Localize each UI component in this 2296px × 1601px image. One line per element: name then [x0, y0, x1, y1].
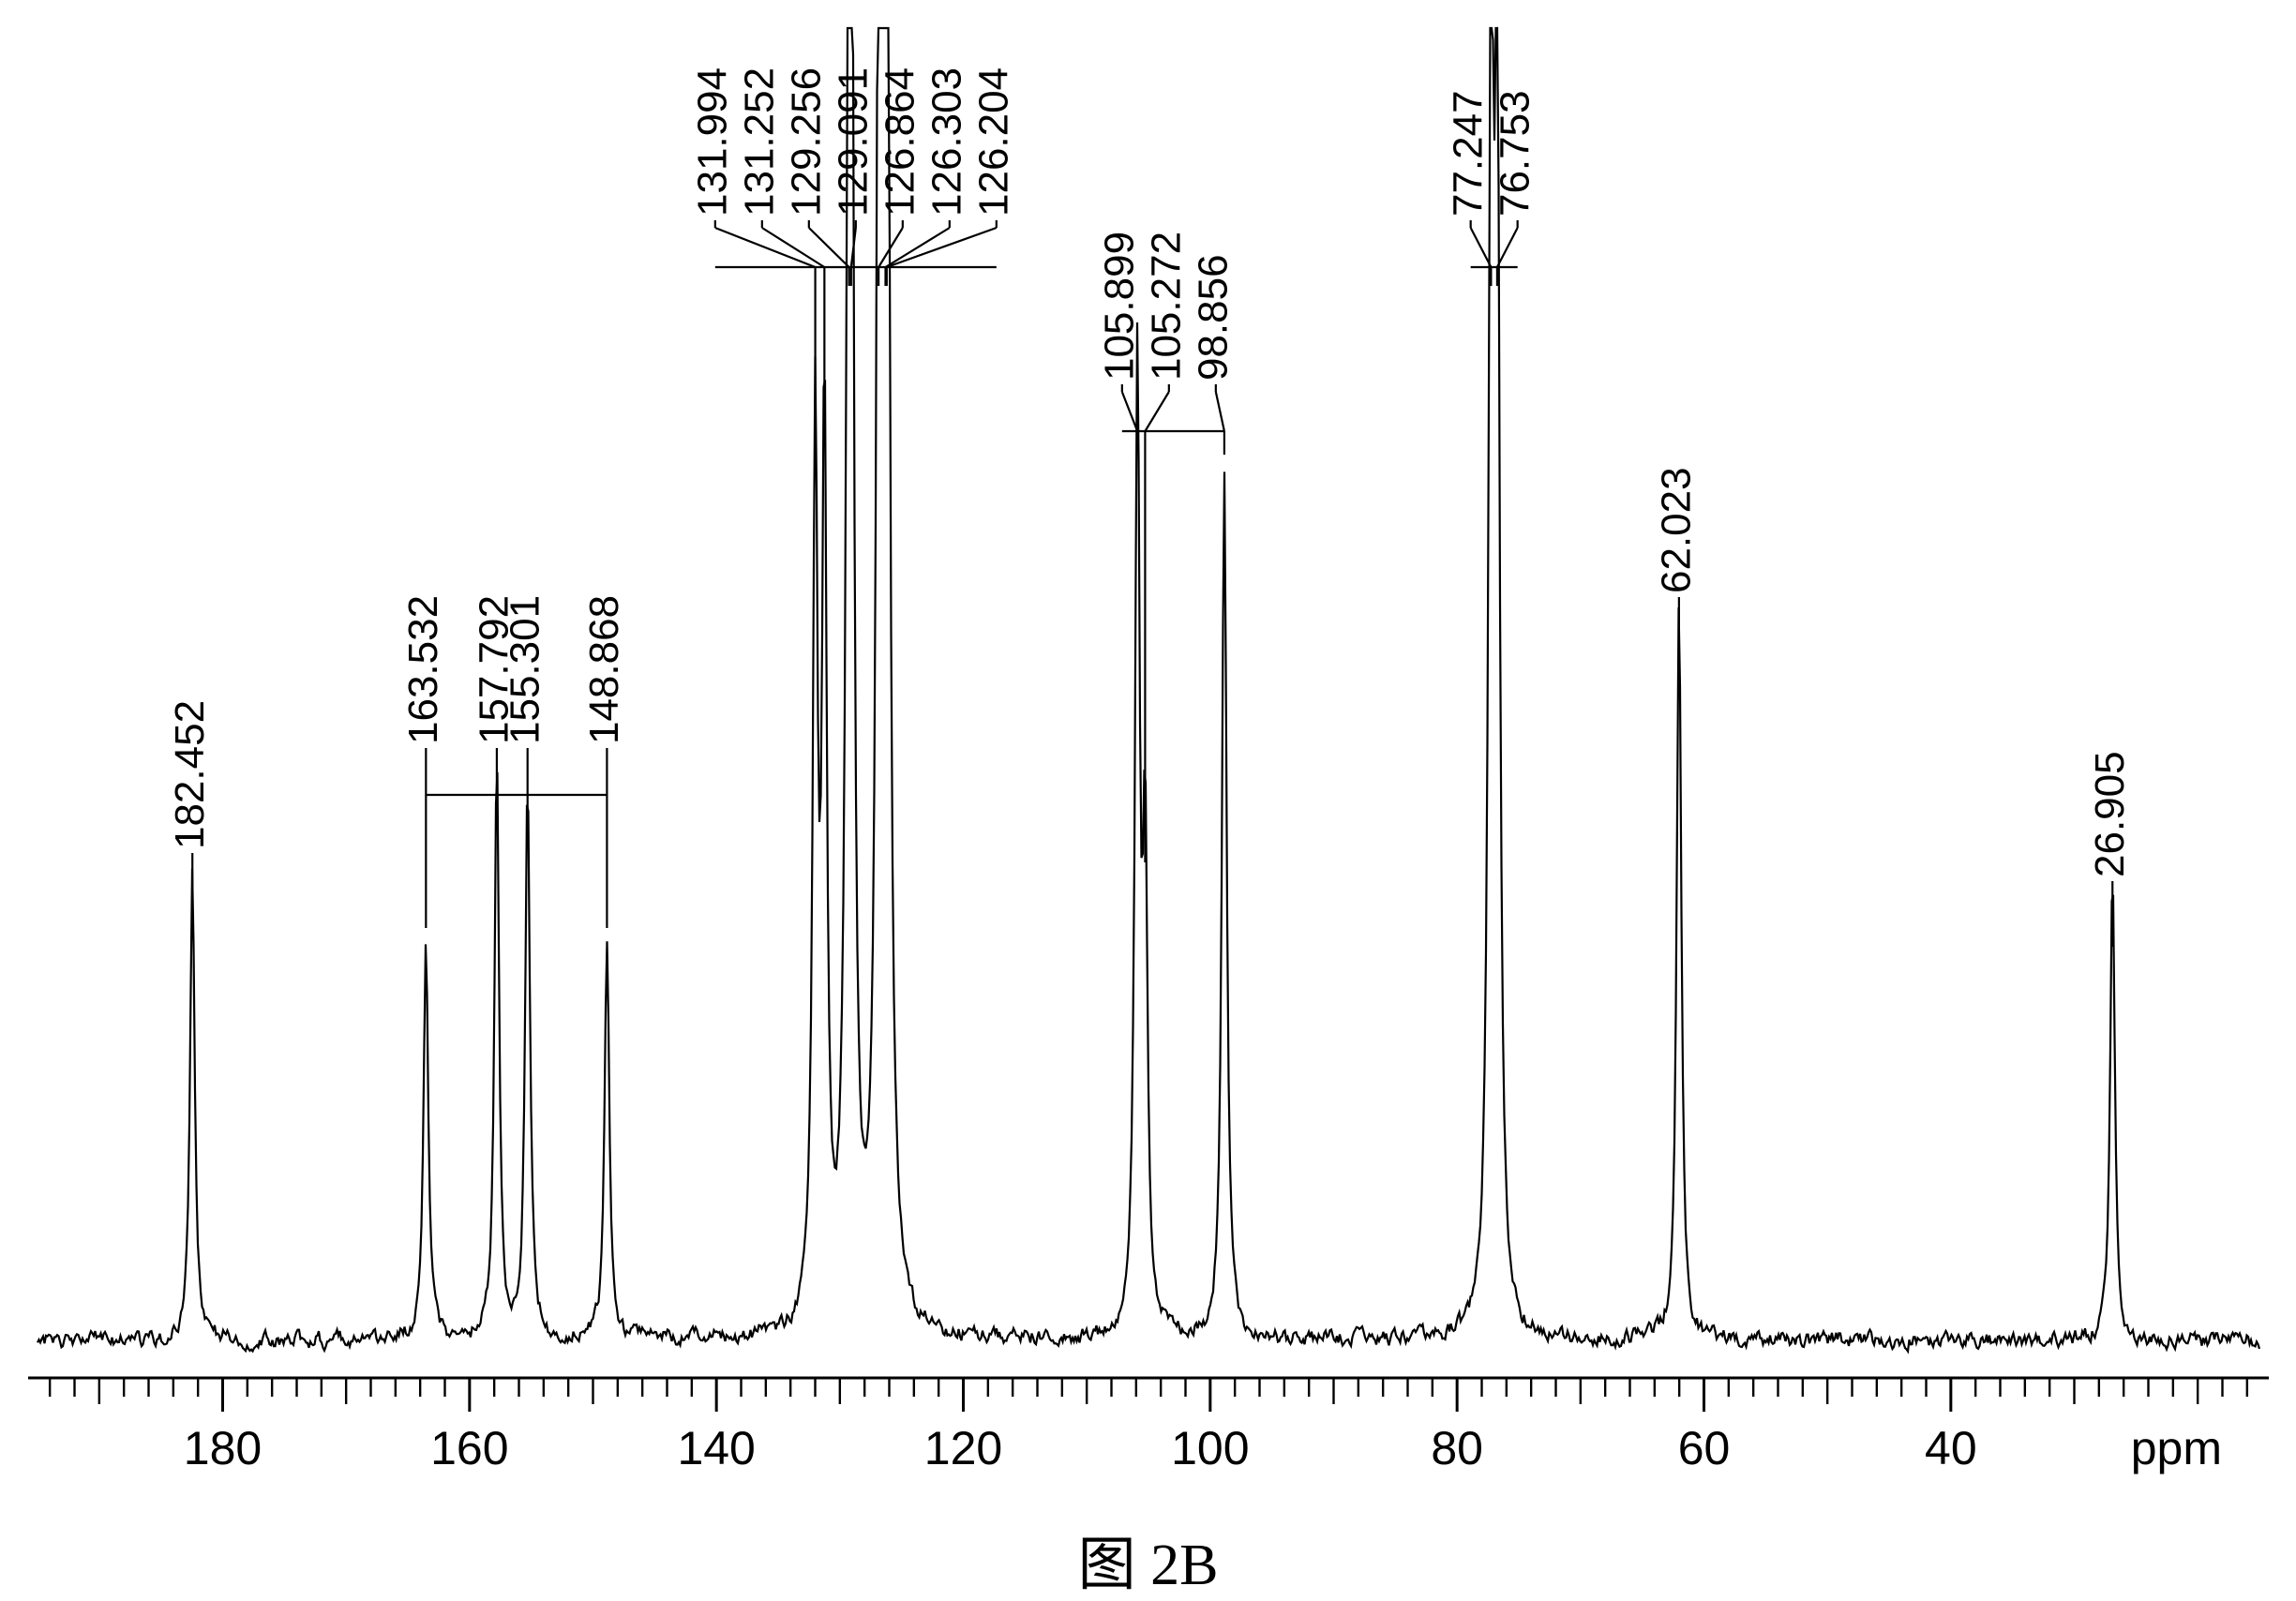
axis-tick-label: 100	[1171, 1422, 1249, 1474]
peak-branch-line	[1497, 228, 1518, 267]
peak-label: 77.247	[1445, 90, 1491, 217]
axis-tick-label: 140	[677, 1422, 755, 1474]
peak-branch-line	[1122, 392, 1137, 431]
axis-tick-label: 80	[1431, 1422, 1483, 1474]
peak-label: 105.899	[1096, 232, 1142, 381]
peak-branch-line	[1145, 392, 1168, 431]
peak-label: 129.091	[830, 67, 876, 217]
axis-tick-label: 160	[430, 1422, 508, 1474]
figure-caption: 图 2B	[0, 1517, 2296, 1601]
peak-label: 182.452	[167, 700, 213, 849]
peak-label: 105.272	[1143, 232, 1189, 381]
peak-label: 131.252	[736, 67, 782, 217]
axis-label: ppm	[2131, 1422, 2222, 1474]
peak-label: 126.303	[923, 67, 969, 217]
axis-tick-label: 60	[1678, 1422, 1731, 1474]
peak-label: 62.023	[1653, 467, 1699, 593]
peak-branch-line	[715, 228, 816, 267]
peak-label: 131.994	[689, 67, 735, 217]
axis-tick-label: 120	[924, 1422, 1002, 1474]
peak-label: 148.868	[581, 595, 627, 744]
peak-branch-line	[1471, 228, 1492, 267]
peak-label: 155.301	[502, 595, 548, 744]
peak-label: 129.256	[783, 67, 829, 217]
peak-label: 126.864	[877, 67, 923, 217]
peak-label: 126.204	[970, 67, 1016, 217]
peak-label: 98.856	[1190, 254, 1236, 381]
nmr-spectrum-svg: 180 160 140 120 100 80 60 40 ppm 182.452 163.532 15…	[0, 0, 2296, 1601]
spectrum-container: 180 160 140 120 100 80 60 40 ppm 182.452 163.532 15…	[0, 0, 2296, 1601]
spectrum-trace	[38, 28, 2259, 1352]
axis-tick-label: 180	[184, 1422, 262, 1474]
axis-tick-label: 40	[1925, 1422, 1977, 1474]
peak-branch-line	[1216, 392, 1224, 431]
figure-caption-text: 图 2B	[1078, 1534, 1219, 1597]
peak-label: 163.532	[400, 595, 446, 744]
peak-label: 76.753	[1492, 90, 1538, 217]
peak-label: 26.905	[2087, 751, 2133, 877]
